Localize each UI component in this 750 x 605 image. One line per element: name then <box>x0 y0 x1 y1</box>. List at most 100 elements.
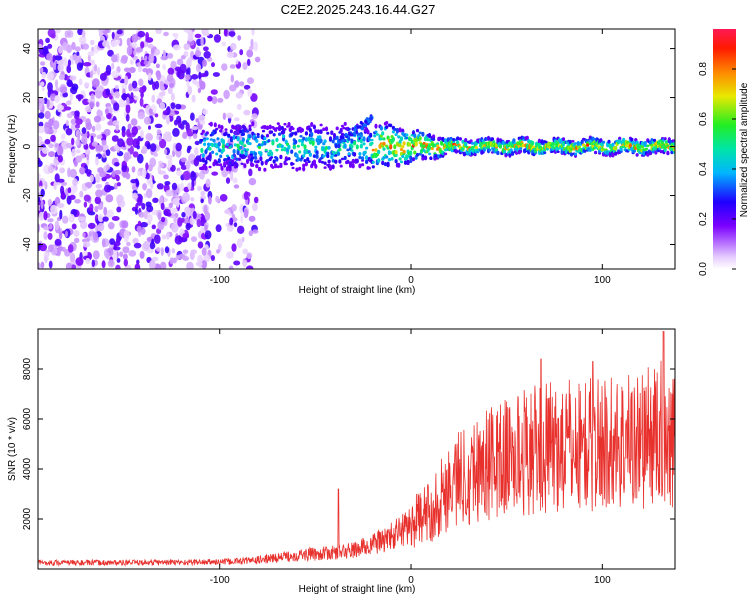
noise-cell <box>252 229 259 234</box>
signal-cell <box>464 143 468 147</box>
signal-cell <box>320 160 325 164</box>
signal-cell <box>370 138 374 142</box>
signal-cell <box>398 127 402 133</box>
signal-cell <box>327 146 331 150</box>
noise-cell <box>69 168 77 178</box>
signal-cell <box>316 129 320 135</box>
signal-cell <box>240 149 244 155</box>
noise-cell <box>138 86 146 94</box>
noise-cell <box>225 112 234 119</box>
signal-branch-cell <box>362 123 366 127</box>
noise-cell <box>213 34 221 43</box>
signal-cell <box>324 126 329 132</box>
signal-cell <box>452 138 456 142</box>
noise-cell <box>122 246 130 254</box>
noise-cell <box>47 218 54 223</box>
noise-cell <box>229 84 237 92</box>
noise-cell <box>192 210 197 220</box>
noise-cell <box>72 178 78 187</box>
signal-cell <box>338 159 342 164</box>
signal-branch-cell <box>358 125 362 129</box>
signal-cell <box>374 148 378 152</box>
signal-cell <box>216 137 220 141</box>
signal-cell <box>292 146 296 149</box>
noise-cell <box>74 199 81 204</box>
noise-cell <box>193 157 200 167</box>
signal-cell <box>217 158 221 164</box>
signal-cell <box>220 165 224 171</box>
signal-cell <box>201 153 205 158</box>
noise-cell <box>53 181 57 190</box>
noise-cell <box>171 182 178 191</box>
signal-cell <box>632 149 637 153</box>
noise-cell <box>229 171 234 181</box>
signal-cell <box>275 156 279 162</box>
signal-cell <box>525 143 529 148</box>
signal-cell <box>224 128 228 131</box>
noise-cell <box>126 137 134 146</box>
noise-cell <box>123 230 130 240</box>
noise-cell <box>69 252 76 262</box>
spectrogram-x-tick-label: 100 <box>594 275 611 286</box>
signal-cell <box>283 128 287 131</box>
noise-cell <box>147 213 153 223</box>
signal-cell <box>385 155 389 159</box>
signal-branch-cell <box>367 119 371 124</box>
noise-cell <box>197 185 202 192</box>
signal-cell <box>373 134 377 138</box>
noise-cell <box>211 171 219 176</box>
signal-cell <box>369 132 373 138</box>
signal-cell <box>470 142 474 145</box>
noise-cell <box>106 112 112 120</box>
noise-cell <box>187 66 191 76</box>
noise-cell <box>137 111 145 120</box>
noise-cell <box>167 67 175 76</box>
signal-cell <box>221 144 225 149</box>
noise-cell <box>186 29 193 36</box>
signal-cell <box>374 130 378 134</box>
signal-cell <box>361 163 365 167</box>
signal-cell <box>275 148 279 152</box>
signal-cell <box>236 150 240 156</box>
noise-cell <box>116 29 123 35</box>
signal-cell <box>228 161 232 164</box>
signal-cell <box>552 146 556 150</box>
signal-cell <box>245 130 250 133</box>
noise-cell <box>186 261 194 269</box>
noise-cell <box>46 99 50 108</box>
noise-cell <box>237 35 242 41</box>
noise-cell <box>160 247 164 256</box>
noise-cell <box>174 66 182 72</box>
noise-cell <box>167 52 174 59</box>
noise-cell <box>66 100 72 106</box>
noise-cell <box>243 84 251 90</box>
noise-cell <box>252 203 258 212</box>
noise-cell <box>95 156 99 166</box>
signal-cell <box>379 125 383 131</box>
signal-branch-cell <box>369 116 373 120</box>
noise-cell <box>65 142 74 149</box>
noise-cell <box>69 194 76 200</box>
signal-cell <box>229 144 233 148</box>
noise-cell <box>216 249 220 254</box>
signal-cell <box>371 148 375 152</box>
signal-cell <box>464 138 468 143</box>
noise-cell <box>84 169 92 175</box>
noise-cell <box>173 215 177 224</box>
signal-cell <box>215 152 219 156</box>
noise-cell <box>230 74 234 83</box>
signal-cell <box>646 144 650 148</box>
signal-cell <box>283 146 287 152</box>
noise-cell <box>41 87 45 91</box>
signal-cell <box>334 159 338 163</box>
noise-cell <box>79 166 86 175</box>
colorbar-gradient <box>713 29 736 269</box>
noise-cell <box>77 132 81 141</box>
signal-cell <box>308 152 312 157</box>
noise-cell <box>240 213 244 224</box>
signal-cell <box>318 135 322 140</box>
noise-cell <box>39 67 44 73</box>
noise-cell <box>231 243 237 252</box>
noise-cell <box>194 140 200 146</box>
noise-cell <box>38 112 45 119</box>
